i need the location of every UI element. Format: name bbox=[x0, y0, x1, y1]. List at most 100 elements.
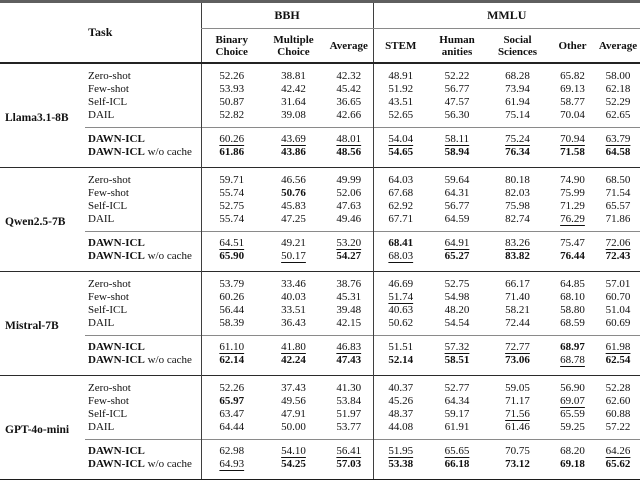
column-header-stem: STEM bbox=[372, 28, 428, 64]
value-cell: 61.46 bbox=[486, 421, 549, 440]
value-cell: 65.82 bbox=[549, 63, 596, 83]
value-cell: 59.64 bbox=[428, 168, 486, 188]
value-cell: 56.77 bbox=[428, 83, 486, 96]
method-cell: Few-shot bbox=[85, 83, 201, 96]
value-text: 73.12 bbox=[505, 458, 530, 470]
value-cell: 71.29 bbox=[549, 200, 596, 213]
value-cell: 60.26 bbox=[200, 127, 262, 146]
value-cell: 75.47 bbox=[549, 231, 596, 250]
value-cell: 47.91 bbox=[262, 408, 325, 421]
value-text: 54.65 bbox=[388, 146, 414, 158]
value-text: 45.26 bbox=[388, 395, 414, 407]
value-text: 75.47 bbox=[560, 237, 585, 249]
value-text: 75.98 bbox=[505, 200, 530, 212]
value-cell: 66.17 bbox=[486, 272, 549, 292]
value-text: 65.59 bbox=[560, 408, 585, 420]
table-row: DAWN-ICL w/o cache 61.86 43.86 48.56 54.65 58… bbox=[0, 146, 640, 168]
value-cell: 64.31 bbox=[428, 187, 486, 200]
value-text: 83.26 bbox=[505, 237, 530, 249]
value-text: 64.93 bbox=[219, 458, 245, 470]
value-text: 68.28 bbox=[505, 70, 530, 82]
value-cell: 40.03 bbox=[262, 291, 325, 304]
value-cell: 55.74 bbox=[200, 187, 262, 200]
value-cell: 53.38 bbox=[372, 458, 428, 480]
value-cell: 65.97 bbox=[200, 395, 262, 408]
table-row: Mistral-7B Zero-shot 53.79 33.46 38.76 46.69 5… bbox=[0, 271, 640, 332]
table-row: Few-shot 65.97 49.56 53.84 45.26 64.34 71.17 69… bbox=[0, 395, 640, 408]
value-cell: 60.88 bbox=[596, 408, 640, 421]
method-cell: DAIL bbox=[85, 109, 201, 128]
value-text: 45.42 bbox=[336, 83, 362, 95]
method-label: DAIL bbox=[88, 109, 115, 121]
value-text: 51.74 bbox=[388, 291, 414, 303]
table-row: DAIL 52.82 39.08 42.66 52.65 56.30 75.14 70.04 6… bbox=[0, 109, 640, 128]
value-text: 64.51 bbox=[219, 237, 245, 249]
value-text: 42.24 bbox=[281, 354, 306, 366]
value-cell: 52.82 bbox=[200, 109, 262, 128]
method-label-suffix: w/o cache bbox=[144, 458, 192, 470]
value-text: 60.26 bbox=[219, 291, 245, 303]
value-cell: 52.29 bbox=[596, 96, 640, 109]
value-text: 50.00 bbox=[281, 421, 306, 433]
table-header: Task BBH MMLU Binary Choice Multiple Choice… bbox=[0, 1, 640, 64]
value-cell: 64.85 bbox=[549, 272, 596, 292]
value-text: 68.03 bbox=[388, 250, 414, 262]
value-text: 52.75 bbox=[219, 200, 245, 212]
value-cell: 43.69 bbox=[262, 127, 325, 146]
value-text: 60.26 bbox=[219, 133, 245, 145]
value-text: 70.04 bbox=[560, 109, 585, 121]
value-cell: 47.43 bbox=[325, 354, 373, 376]
method-label-suffix: w/o cache bbox=[144, 354, 192, 366]
value-cell: 62.54 bbox=[596, 354, 640, 376]
method-label: Few-shot bbox=[88, 291, 129, 303]
value-cell: 41.30 bbox=[325, 376, 373, 396]
value-cell: 76.44 bbox=[549, 250, 596, 272]
value-cell: 45.83 bbox=[262, 200, 325, 213]
method-cell: DAIL bbox=[85, 317, 201, 336]
value-cell: 51.74 bbox=[372, 291, 428, 304]
method-label: DAWN-ICL bbox=[88, 250, 145, 262]
value-text: 65.62 bbox=[605, 458, 631, 470]
value-cell: 69.13 bbox=[549, 83, 596, 96]
value-cell: 56.90 bbox=[549, 376, 596, 396]
value-text: 71.29 bbox=[560, 200, 585, 212]
value-text: 56.44 bbox=[219, 304, 245, 316]
value-cell: 76.34 bbox=[486, 146, 549, 168]
model-block: Qwen2.5-7B Zero-shot 59.71 46.56 49.99 64.03 5… bbox=[0, 167, 640, 272]
value-text: 83.82 bbox=[505, 250, 530, 262]
value-text: 45.83 bbox=[281, 200, 306, 212]
value-cell: 48.91 bbox=[372, 63, 428, 83]
value-cell: 71.54 bbox=[596, 187, 640, 200]
value-cell: 59.25 bbox=[549, 421, 596, 440]
value-cell: 56.77 bbox=[428, 200, 486, 213]
value-text: 68.10 bbox=[560, 291, 585, 303]
value-text: 47.57 bbox=[444, 96, 470, 108]
column-header-row: Binary Choice Multiple Choice Average STEM Hum… bbox=[0, 28, 640, 64]
value-text: 68.78 bbox=[560, 354, 585, 366]
value-cell: 53.77 bbox=[325, 421, 373, 440]
method-label: Self-ICL bbox=[88, 96, 128, 108]
value-cell: 63.79 bbox=[596, 127, 640, 146]
value-cell: 61.94 bbox=[486, 96, 549, 109]
value-cell: 49.21 bbox=[262, 231, 325, 250]
value-cell: 83.26 bbox=[486, 231, 549, 250]
value-cell: 43.86 bbox=[262, 146, 325, 168]
value-cell: 73.94 bbox=[486, 83, 549, 96]
method-label: Few-shot bbox=[88, 395, 129, 407]
value-text: 42.32 bbox=[336, 70, 362, 82]
value-text: 62.18 bbox=[605, 83, 631, 95]
method-label: DAIL bbox=[88, 421, 115, 433]
value-text: 46.83 bbox=[336, 341, 362, 353]
value-text: 50.62 bbox=[388, 317, 414, 329]
value-cell: 70.04 bbox=[549, 109, 596, 128]
model-cell: GPT-4o-mini bbox=[5, 424, 70, 436]
value-text: 39.08 bbox=[281, 109, 306, 121]
value-text: 57.01 bbox=[605, 278, 631, 290]
value-cell: 58.11 bbox=[428, 127, 486, 146]
value-text: 55.74 bbox=[219, 213, 245, 225]
table-row: DAWN-ICL w/o cache 62.14 42.24 47.43 52.14 58… bbox=[0, 354, 640, 376]
value-text: 72.06 bbox=[605, 237, 631, 249]
value-cell: 58.21 bbox=[486, 304, 549, 317]
value-text: 82.03 bbox=[505, 187, 530, 199]
value-cell: 48.01 bbox=[325, 127, 373, 146]
